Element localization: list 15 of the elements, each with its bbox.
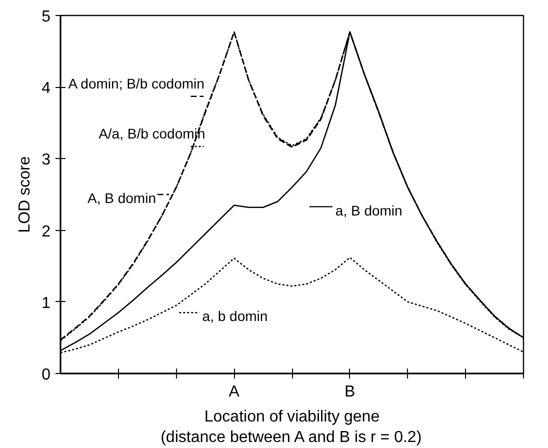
y-tick-label: 5 [42, 8, 51, 26]
y-tick-label: 1 [42, 294, 51, 312]
series-label: A domin; B/b codomin [68, 76, 204, 92]
y-tick-label: 0 [42, 366, 51, 384]
y-tick-label: 4 [42, 80, 51, 98]
series-label: A, B domin [88, 190, 156, 206]
legend-label: a, b domin [202, 308, 268, 324]
series-label: A/a, B/b codomin [98, 126, 206, 142]
x-tick-label: A [228, 384, 240, 400]
y-tick-label: 3 [42, 152, 51, 169]
legend-label: a, B domin [335, 202, 402, 218]
y-tick-label: 2 [42, 223, 51, 240]
y-axis-title: LOD score [16, 156, 34, 233]
x-axis-title: Location of viability gene (distance between A and B is r = 0.2) [160, 408, 422, 446]
x-tick-label: B [344, 384, 356, 400]
